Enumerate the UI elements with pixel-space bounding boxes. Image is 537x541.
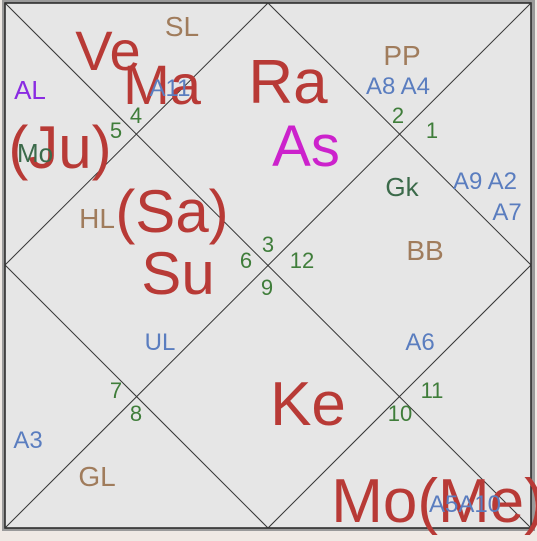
label: A9 A2: [453, 168, 517, 195]
label: Ma: [123, 53, 202, 116]
label: A11: [150, 75, 191, 102]
label: 7: [110, 378, 122, 403]
label: AL: [14, 75, 46, 105]
label: A5A10: [429, 491, 501, 518]
label: 10: [388, 401, 412, 426]
label: 9: [261, 275, 273, 300]
label: 4: [130, 103, 142, 128]
label: BB: [406, 235, 443, 266]
label: As: [272, 114, 340, 179]
label: 11: [421, 378, 444, 403]
diamond: [4, 2, 532, 529]
label: (Sa): [115, 178, 228, 245]
label: Ve: [75, 19, 140, 82]
label: (Ju): [8, 114, 111, 181]
label: 12: [290, 248, 314, 273]
label: Su: [141, 240, 214, 307]
label: Ra: [248, 48, 328, 117]
label: Ke: [270, 370, 346, 439]
label: 8: [130, 401, 142, 426]
label: 6: [240, 248, 252, 273]
label: GL: [78, 461, 115, 492]
label: 2: [392, 103, 404, 128]
label: Mo(Me): [331, 467, 537, 536]
label: Gk: [385, 172, 419, 202]
label: UL: [145, 329, 176, 356]
label: A7: [492, 199, 521, 226]
label: 5: [110, 118, 122, 143]
label: A8 A4: [366, 73, 430, 100]
label: 1: [426, 118, 438, 143]
label: Mo: [17, 138, 53, 168]
label: 3: [262, 232, 274, 257]
label: A6: [405, 329, 434, 356]
label: PP: [383, 40, 420, 71]
diagonal: [4, 2, 532, 529]
label: A3: [13, 427, 42, 454]
label: SL: [165, 11, 199, 42]
label: HL: [79, 203, 115, 234]
